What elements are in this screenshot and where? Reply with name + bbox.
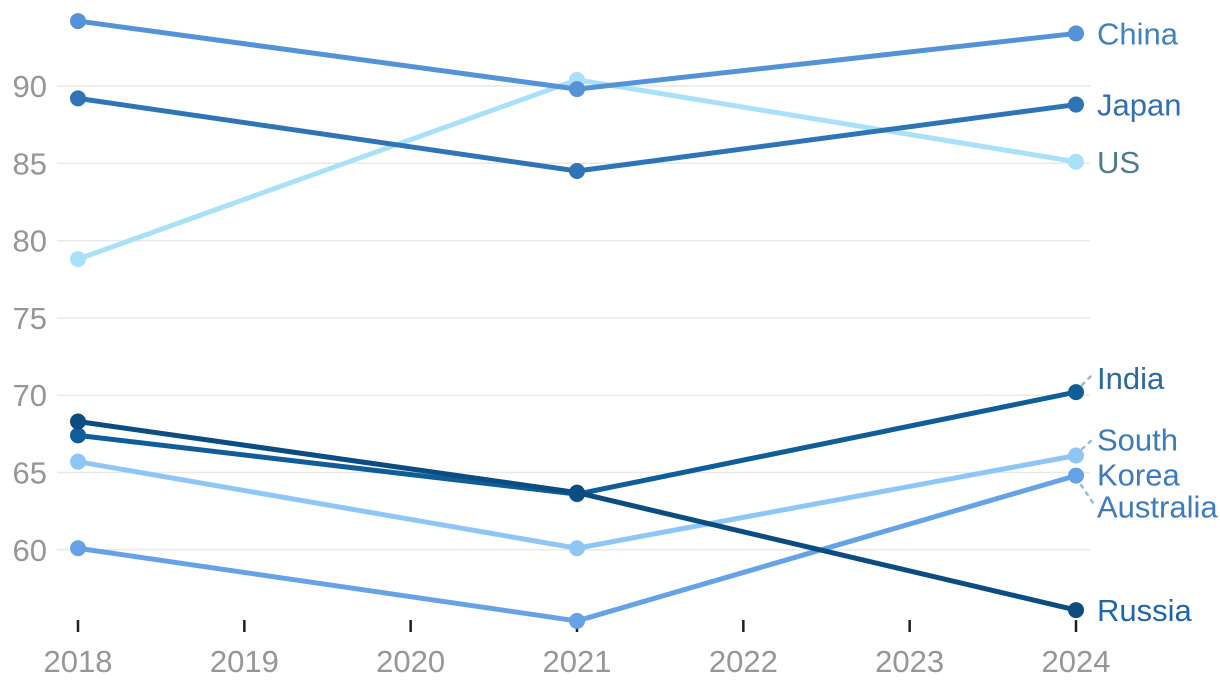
- point-japan-2024: [1068, 96, 1084, 113]
- series-label-china: China: [1097, 16, 1179, 51]
- point-south-korea-2021: [569, 540, 585, 557]
- series-label-india: India: [1097, 361, 1165, 396]
- point-us-2018: [70, 251, 86, 268]
- point-russia-2021: [569, 484, 585, 501]
- x-tick-label: 2022: [709, 644, 778, 679]
- y-tick-label: 70: [13, 378, 47, 413]
- series-label-south-korea: South: [1097, 422, 1178, 457]
- point-china-2024: [1068, 25, 1084, 42]
- point-australia-2021: [569, 612, 585, 629]
- y-tick-label: 90: [13, 69, 47, 104]
- point-china-2018: [70, 13, 86, 30]
- label-leader-india: [1080, 373, 1094, 387]
- point-china-2021: [569, 81, 585, 98]
- y-tick-label: 75: [13, 301, 47, 336]
- point-russia-2018: [70, 413, 86, 430]
- point-india-2018: [70, 427, 86, 444]
- point-australia-2018: [70, 540, 86, 557]
- series-label-south-korea: Korea: [1097, 457, 1180, 492]
- point-australia-2024: [1068, 467, 1084, 484]
- x-tick-label: 2024: [1042, 644, 1111, 679]
- point-japan-2018: [70, 90, 86, 107]
- point-russia-2024: [1068, 602, 1084, 619]
- x-tick-label: 2018: [44, 644, 113, 679]
- series-label-russia: Russia: [1097, 593, 1193, 628]
- x-tick-label: 2023: [875, 644, 944, 679]
- series-label-us: US: [1097, 145, 1140, 180]
- point-south-korea-2024: [1068, 447, 1084, 464]
- series-label-japan: Japan: [1097, 88, 1181, 123]
- point-india-2024: [1068, 384, 1084, 401]
- point-south-korea-2018: [70, 453, 86, 470]
- series-label-australia: Australia: [1097, 490, 1218, 525]
- point-us-2024: [1068, 153, 1084, 170]
- series-line-russia: [75, 418, 1079, 613]
- label-leader-south-korea: [1080, 438, 1094, 451]
- x-tick-label: 2021: [543, 644, 612, 679]
- y-tick-label: 65: [13, 456, 47, 491]
- y-tick-label: 80: [13, 224, 47, 259]
- y-tick-label: 85: [13, 146, 47, 181]
- label-leader-australia: [1079, 483, 1095, 505]
- point-japan-2021: [569, 163, 585, 180]
- x-tick-label: 2020: [376, 644, 445, 679]
- x-tick-label: 2019: [210, 644, 279, 679]
- y-tick-label: 60: [13, 533, 47, 568]
